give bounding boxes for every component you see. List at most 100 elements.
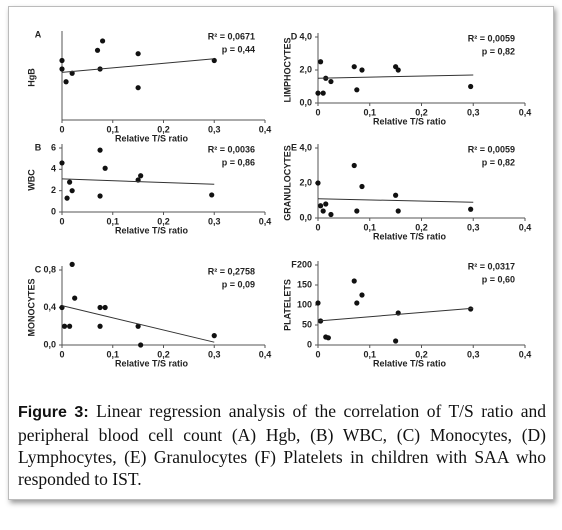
point	[393, 192, 399, 198]
x-tick-label: 0	[59, 216, 64, 226]
trend-line	[317, 74, 474, 79]
panel-label: E	[291, 142, 297, 152]
point	[320, 90, 326, 96]
point	[468, 206, 474, 212]
point	[135, 85, 141, 91]
annotation: R² = 0,0317	[468, 261, 515, 271]
point	[351, 162, 357, 169]
panel-label: C	[35, 264, 42, 274]
point	[67, 179, 73, 185]
point	[69, 188, 75, 194]
y-tick-label: 100	[297, 299, 312, 309]
x-tick-label: 0,2	[157, 349, 170, 359]
annotation: R² = 0,0059	[468, 33, 515, 43]
y-tick-label: 4	[51, 164, 56, 174]
x-axis-label: Relative T/S ratio	[115, 133, 189, 143]
panel-label: F	[291, 259, 297, 269]
point	[320, 208, 326, 214]
x-tick-label: 0,4	[519, 107, 532, 117]
y-axis-label: PLATELETS	[282, 279, 292, 331]
y-tick-label: 150	[297, 279, 312, 289]
point	[328, 211, 334, 218]
annotation: p = 0,86	[222, 157, 255, 167]
x-tick-label: 0,4	[259, 349, 272, 359]
trend-line	[61, 58, 215, 73]
point	[328, 78, 334, 85]
annotation: R² = 0,2758	[208, 266, 255, 276]
y-tick-label: 2,0	[299, 64, 312, 74]
y-axis-label: LIMPHOCYTES	[282, 37, 292, 102]
x-tick-label: 0,4	[519, 222, 532, 232]
x-tick-label: 0	[59, 124, 64, 134]
point	[100, 38, 106, 44]
point	[135, 323, 141, 329]
x-tick-label: 0,1	[363, 107, 376, 117]
x-tick-label: 0,3	[467, 107, 480, 117]
point	[97, 323, 103, 329]
y-tick-label: 4,0	[299, 31, 312, 41]
x-tick-label: 0,3	[208, 349, 221, 359]
y-axis-label: MONOCYTES	[26, 278, 36, 336]
point	[72, 295, 78, 301]
x-tick-label: 0,3	[208, 124, 221, 134]
x-tick-label: 0,2	[415, 222, 428, 232]
y-tick-label: 0,8	[43, 264, 56, 274]
point	[59, 66, 65, 72]
point	[97, 193, 103, 199]
panel-label: A	[35, 29, 42, 39]
point	[468, 306, 474, 312]
point	[64, 195, 70, 201]
y-axis-label: WBC	[26, 169, 36, 191]
point	[354, 300, 360, 306]
point	[325, 335, 331, 341]
point	[359, 67, 365, 73]
y-axis-label: GRANULOCYTES	[282, 145, 292, 221]
annotation: p = 0,09	[222, 279, 255, 289]
caption-label: Figure 3:	[18, 404, 89, 421]
point	[359, 183, 365, 190]
x-tick-label: 0,1	[363, 349, 376, 359]
y-tick-label: 50	[302, 319, 312, 329]
x-tick-label: 0	[315, 222, 320, 232]
y-tick-label: 200	[297, 259, 312, 269]
point	[315, 180, 321, 186]
figure: A HgB 0 0,1 0,2 0,3 0,4 Relative T/S ratio R² = …	[26, 29, 532, 368]
point	[69, 261, 75, 267]
x-tick-label: 0,1	[106, 124, 119, 134]
x-tick-label: 0,1	[363, 222, 376, 232]
trend-line	[317, 307, 474, 322]
caption: Figure 3: Linear regression analysis of …	[18, 400, 546, 490]
x-axis-label: Relative T/S ratio	[115, 225, 189, 235]
y-tick-label: 0	[307, 339, 312, 349]
x-tick-label: 0,3	[467, 222, 480, 232]
point	[354, 208, 360, 214]
x-axis-label: Relative T/S ratio	[373, 358, 447, 368]
x-tick-label: 0	[315, 349, 320, 359]
x-tick-label: 0,2	[415, 107, 428, 117]
point	[94, 47, 101, 53]
x-tick-label: 0,2	[415, 349, 428, 359]
trend-line	[61, 305, 215, 343]
point	[102, 165, 108, 171]
point	[351, 64, 357, 70]
y-tick-label: 0,0	[299, 212, 312, 222]
panel-label: D	[291, 31, 298, 41]
point	[102, 304, 108, 311]
x-tick-label: 0,1	[106, 216, 119, 226]
y-tick-label: 0,0	[43, 339, 56, 349]
point	[317, 59, 324, 65]
y-tick-label: 2,0	[299, 177, 312, 187]
x-tick-label: 0,1	[106, 349, 119, 359]
point	[63, 79, 69, 85]
point	[468, 83, 474, 90]
point	[354, 87, 360, 93]
point	[138, 342, 144, 348]
point	[317, 203, 324, 209]
x-tick-label: 0,4	[259, 216, 272, 226]
x-axis-label: Relative T/S ratio	[115, 358, 189, 368]
figure-frame	[8, 6, 554, 500]
point	[315, 300, 321, 306]
point	[67, 323, 73, 329]
trend-line	[317, 198, 474, 203]
